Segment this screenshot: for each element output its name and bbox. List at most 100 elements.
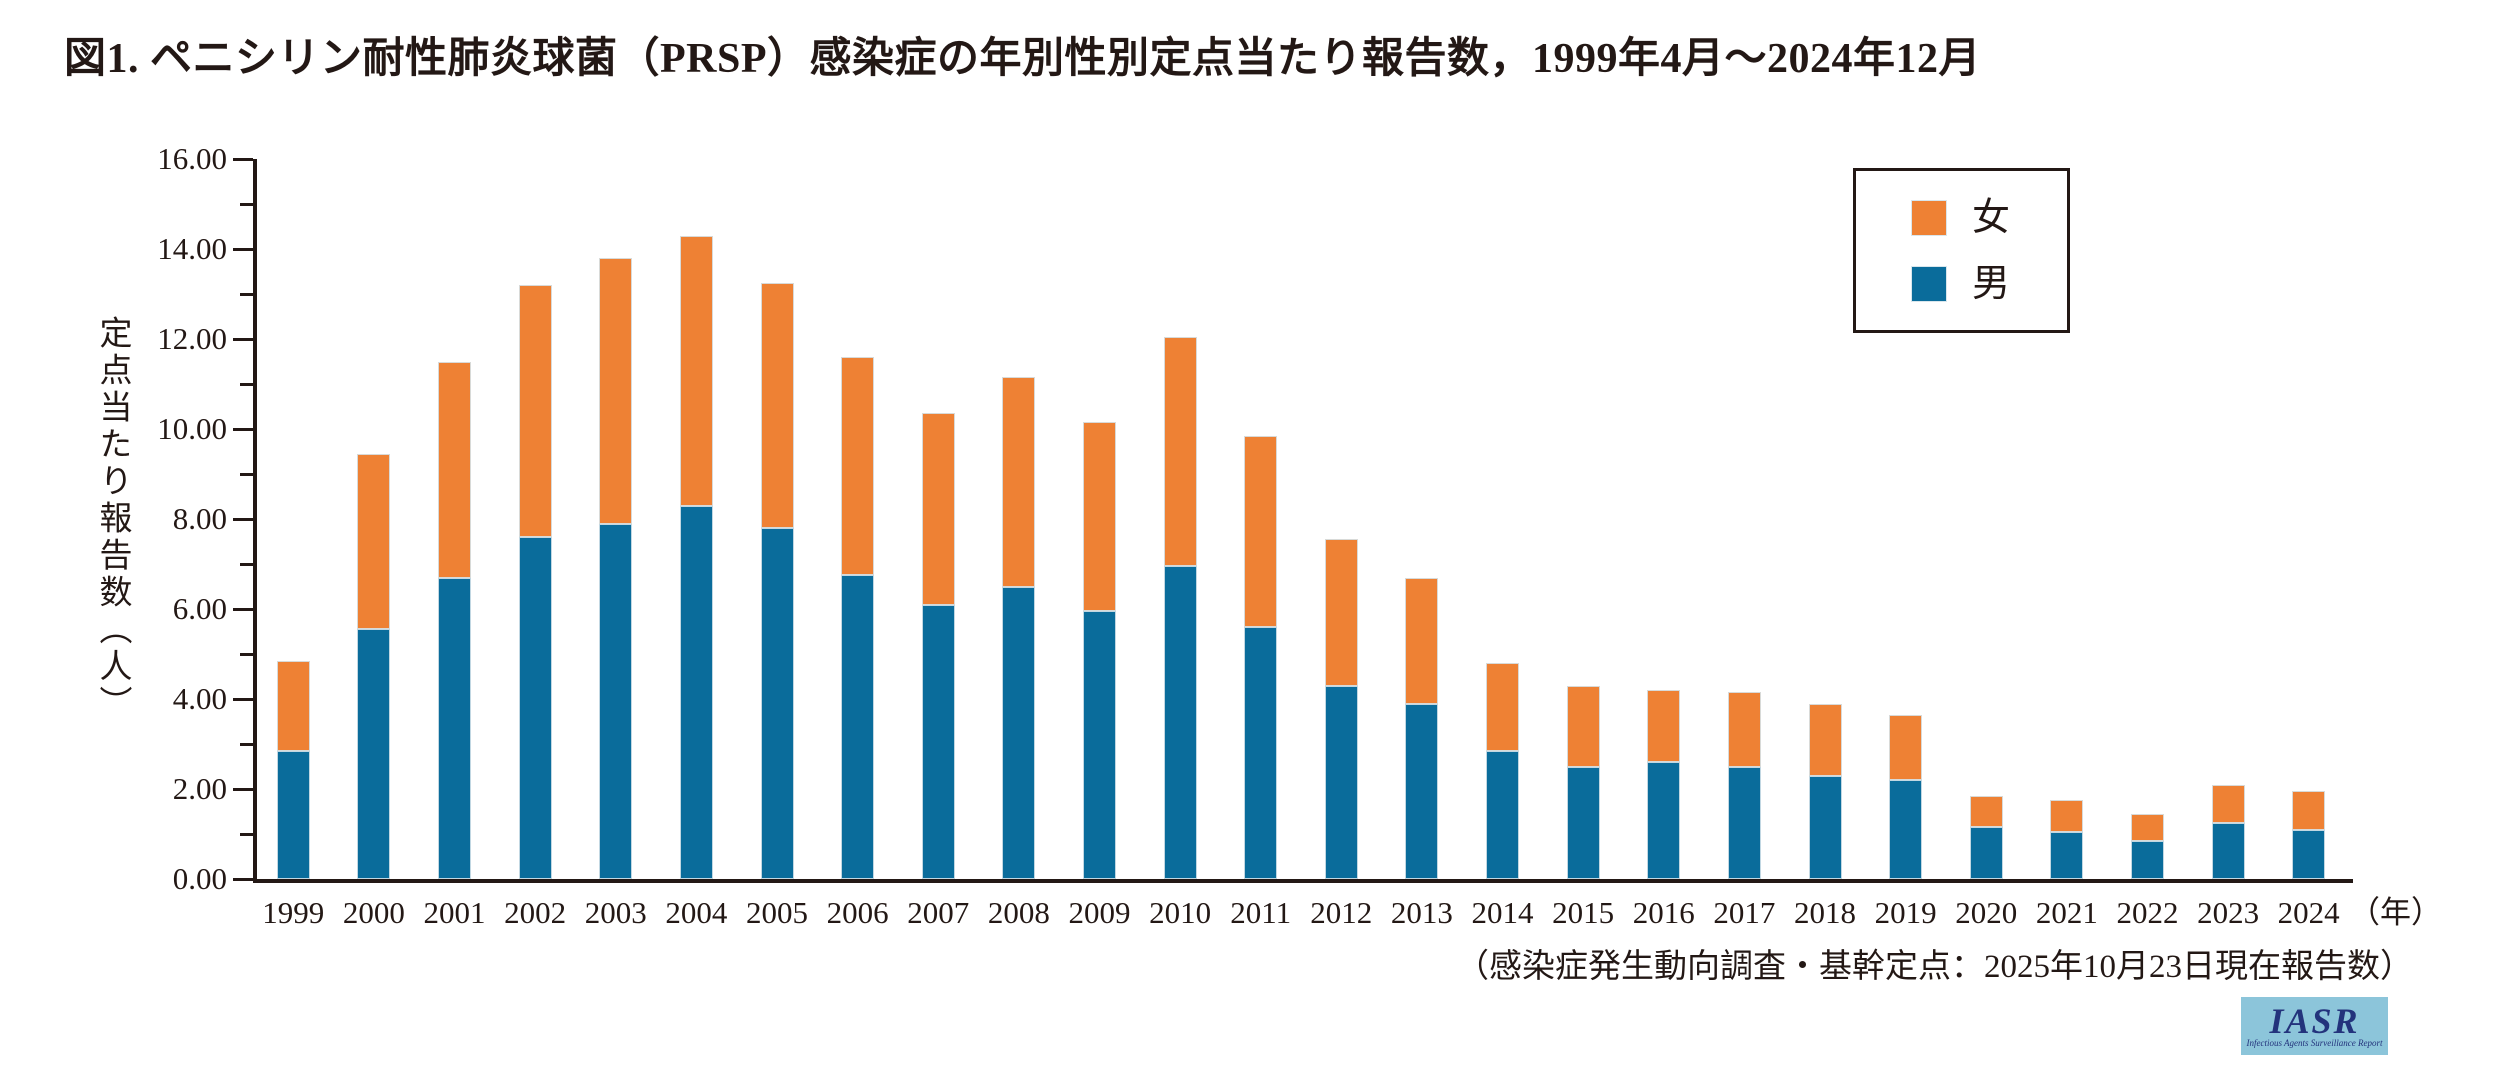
iasr-logo-text: IASR bbox=[2269, 1000, 2360, 1041]
bar-2000-male bbox=[357, 629, 391, 879]
y-tick-label-8: 8.00 bbox=[172, 501, 227, 536]
legend-label-female: 女 bbox=[1972, 196, 2011, 239]
x-label-2018: 2018 bbox=[1793, 895, 1856, 930]
x-label-2016: 2016 bbox=[1632, 895, 1695, 930]
footer-note: （感染症発生動向調査・基幹定点：2025年10月23日現在報告数） bbox=[1456, 949, 2413, 985]
bar-1999-male bbox=[276, 750, 310, 879]
y-minor-tick-7 bbox=[240, 562, 253, 566]
legend-item-male: 男 bbox=[1912, 265, 2067, 303]
y-major-tick-4 bbox=[233, 697, 253, 701]
y-major-tick-12 bbox=[233, 337, 253, 341]
bar-2001-female bbox=[438, 361, 472, 578]
bar-2015-male bbox=[1566, 766, 1600, 879]
y-tick-label-12: 12.00 bbox=[157, 321, 227, 356]
y-minor-tick-9 bbox=[240, 472, 253, 476]
bar-2009-female bbox=[1082, 422, 1116, 612]
legend-item-female: 女 bbox=[1912, 199, 2067, 237]
x-label-2009: 2009 bbox=[1068, 895, 1131, 930]
x-label-2019: 2019 bbox=[1874, 895, 1937, 930]
x-axis-unit-label: （年） bbox=[2349, 895, 2442, 930]
x-label-2005: 2005 bbox=[745, 895, 808, 930]
bar-2016-male bbox=[1647, 762, 1681, 879]
x-label-2017: 2017 bbox=[1713, 895, 1776, 930]
x-label-2022: 2022 bbox=[2116, 895, 2179, 930]
bar-2013-male bbox=[1405, 703, 1439, 879]
bar-2024-female bbox=[2292, 791, 2326, 830]
bar-2004-female bbox=[679, 235, 713, 506]
y-major-tick-6 bbox=[233, 607, 253, 611]
bar-2021-male bbox=[2050, 831, 2084, 879]
y-minor-tick-13 bbox=[240, 292, 253, 296]
bar-2013-female bbox=[1405, 577, 1439, 704]
bar-2007-female bbox=[921, 413, 955, 605]
x-label-2011: 2011 bbox=[1230, 895, 1292, 930]
bar-2005-female bbox=[760, 282, 794, 528]
bar-2011-male bbox=[1244, 627, 1278, 879]
x-label-2015: 2015 bbox=[1552, 895, 1615, 930]
bar-2015-female bbox=[1566, 685, 1600, 767]
bar-2017-male bbox=[1727, 766, 1761, 879]
y-major-tick-10 bbox=[233, 427, 253, 431]
x-label-2020: 2020 bbox=[1955, 895, 2018, 930]
bar-2010-female bbox=[1163, 336, 1197, 567]
y-tick-label-4: 4.00 bbox=[172, 681, 227, 716]
legend-box: 女 男 bbox=[1853, 168, 2070, 333]
bar-2002-male bbox=[518, 537, 552, 879]
bar-2012-female bbox=[1324, 539, 1358, 686]
bar-2000-female bbox=[357, 453, 391, 630]
bar-2004-male bbox=[679, 505, 713, 879]
bar-2023-female bbox=[2211, 784, 2245, 823]
bar-2002-female bbox=[518, 285, 552, 537]
y-tick-label-16: 16.00 bbox=[157, 141, 227, 176]
y-minor-tick-15 bbox=[240, 202, 253, 206]
bar-2011-female bbox=[1244, 435, 1278, 627]
y-minor-tick-1 bbox=[240, 832, 253, 836]
bar-2008-male bbox=[1002, 586, 1036, 879]
x-label-1999: 1999 bbox=[262, 895, 325, 930]
x-label-2023: 2023 bbox=[2197, 895, 2260, 930]
y-major-tick-16 bbox=[233, 157, 253, 161]
bar-2018-male bbox=[1808, 775, 1842, 879]
bar-2009-male bbox=[1082, 611, 1116, 879]
x-label-2000: 2000 bbox=[342, 895, 405, 930]
bar-2019-female bbox=[1889, 714, 1923, 780]
bar-2021-female bbox=[2050, 800, 2084, 832]
y-tick-label-2: 2.00 bbox=[172, 771, 227, 806]
bar-2023-male bbox=[2211, 822, 2245, 879]
y-minor-tick-3 bbox=[240, 742, 253, 746]
y-tick-label-0: 0.00 bbox=[172, 861, 227, 896]
bar-2014-male bbox=[1486, 750, 1520, 879]
x-label-2024: 2024 bbox=[2277, 895, 2340, 930]
bar-2005-male bbox=[760, 528, 794, 879]
x-label-2006: 2006 bbox=[826, 895, 889, 930]
bar-2012-male bbox=[1324, 685, 1358, 879]
female-color-swatch bbox=[1912, 200, 1946, 235]
x-label-2014: 2014 bbox=[1471, 895, 1534, 930]
iasr-logo: IASR Infectious Agents Surveillance Repo… bbox=[2241, 997, 2388, 1055]
x-label-2004: 2004 bbox=[665, 895, 728, 930]
y-axis-title: 定点当たり報告数（人） bbox=[94, 315, 130, 723]
x-label-2007: 2007 bbox=[907, 895, 970, 930]
bar-2018-female bbox=[1808, 703, 1842, 776]
bar-2006-female bbox=[841, 357, 875, 576]
bar-2008-female bbox=[1002, 377, 1036, 587]
x-label-2012: 2012 bbox=[1310, 895, 1373, 930]
x-label-2008: 2008 bbox=[987, 895, 1050, 930]
y-minor-tick-5 bbox=[240, 652, 253, 656]
iasr-logo-subtext: Infectious Agents Surveillance Report bbox=[2246, 1037, 2383, 1048]
page-title: 図1. ペニシリン耐性肺炎球菌（PRSP）感染症の年別性別定点当たり報告数，19… bbox=[64, 36, 1982, 82]
bar-2022-female bbox=[2130, 813, 2164, 841]
bar-2003-female bbox=[599, 258, 633, 524]
bar-2010-male bbox=[1163, 566, 1197, 879]
y-tick-label-14: 14.00 bbox=[157, 231, 227, 266]
bar-2014-female bbox=[1486, 663, 1520, 751]
x-label-2001: 2001 bbox=[423, 895, 486, 930]
bar-2020-male bbox=[1969, 827, 2003, 879]
bar-2007-male bbox=[921, 604, 955, 879]
x-label-2003: 2003 bbox=[584, 895, 647, 930]
y-major-tick-2 bbox=[233, 787, 253, 791]
bar-2003-male bbox=[599, 523, 633, 879]
legend-label-male: 男 bbox=[1972, 262, 2011, 305]
bar-2017-female bbox=[1727, 692, 1761, 767]
male-color-swatch bbox=[1912, 266, 1946, 301]
